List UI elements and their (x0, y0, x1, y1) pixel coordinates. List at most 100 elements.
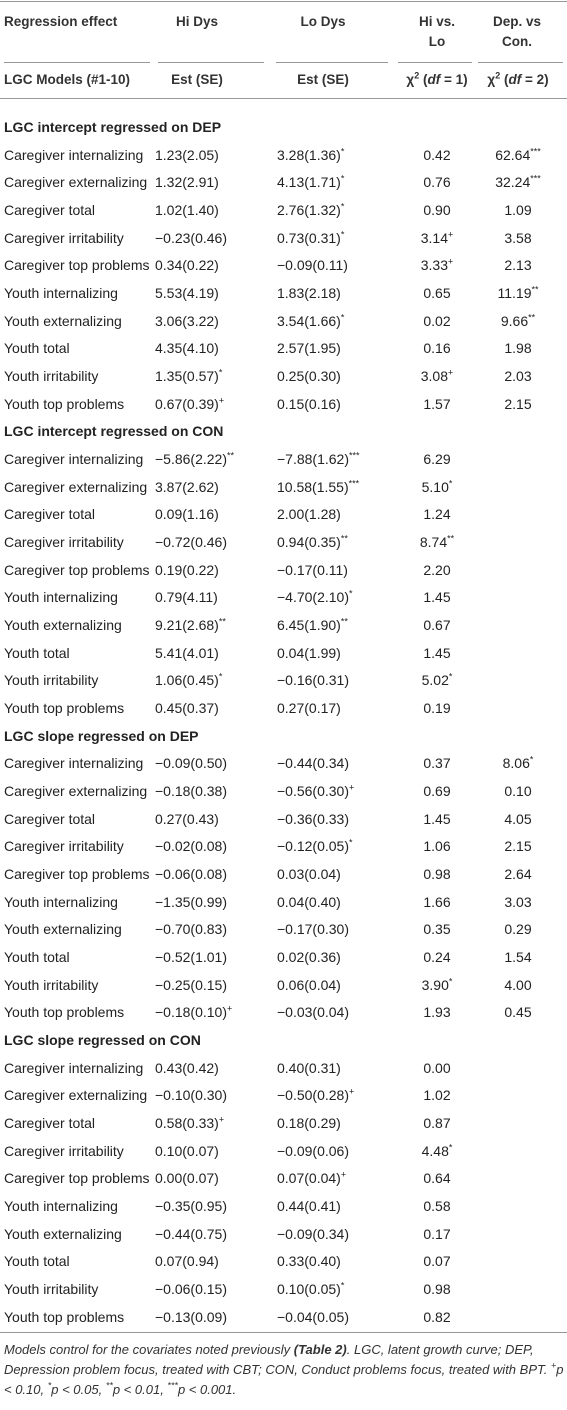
text-segment: −0.50(0.28) (277, 1087, 349, 1104)
row-label: Caregiver internalizing (4, 451, 144, 468)
superscript: 2 (495, 70, 501, 81)
column-subheader: LGC Models (#1-10) (4, 72, 131, 87)
superscript: * (218, 367, 223, 378)
cell-value: −0.18(0.38) (155, 783, 227, 800)
cell-value: 0.04(1.99) (277, 644, 341, 661)
superscript: + (349, 1086, 355, 1097)
cell-value: 3.08+ (404, 367, 470, 385)
cell-value: 1.32(2.91) (155, 174, 219, 191)
superscript: * (349, 588, 353, 599)
text-segment: 10.58(1.55) (277, 478, 349, 495)
column-subheader: χ2 (df = 2) (460, 70, 567, 90)
cell-value: −0.03(0.04) (277, 1004, 349, 1021)
superscript: ** (105, 1380, 113, 1391)
cell-value: 1.06(0.45)* (155, 671, 273, 689)
cell-value: 0.29 (504, 921, 532, 938)
text-segment: 4.13(1.71) (277, 174, 341, 191)
superscript: + (218, 1114, 225, 1125)
cell-value: −1.35(0.99) (155, 893, 227, 910)
cell-value: 3.90* (404, 976, 470, 994)
cell-value: 0.98 (423, 866, 451, 883)
cell-value: 0.15(0.16) (277, 395, 341, 412)
cell-value: 0.02 (423, 312, 451, 329)
text-segment: 1.35(0.57) (155, 368, 219, 385)
column-header: Hi Dys (175, 14, 219, 29)
superscript: * (218, 671, 223, 682)
row-label: Caregiver irritability (4, 1142, 124, 1159)
column-header: Regression effect (4, 14, 118, 29)
cell-value: −0.09(0.06) (277, 1142, 349, 1159)
cell-value: 1.06 (423, 838, 451, 855)
row-label: Caregiver irritability (4, 534, 124, 551)
text-segment: df (427, 72, 441, 87)
superscript: * (47, 1380, 52, 1391)
cell-value: 0.09(1.16) (155, 506, 219, 523)
cell-value: 2.13 (504, 257, 532, 274)
superscript: + (349, 782, 355, 793)
cell-value: 0.25(0.30) (277, 368, 341, 385)
cell-value: 0.67 (423, 617, 451, 634)
cell-value: 6.45(1.90)** (277, 616, 395, 634)
text-segment: 6.45(1.90) (277, 617, 341, 634)
row-label: Caregiver total (4, 810, 96, 827)
superscript: *** (530, 146, 541, 156)
text-segment: χ (406, 72, 415, 87)
row-label: Caregiver externalizing (4, 478, 148, 495)
text-segment: 4.48 (421, 1142, 449, 1159)
cell-value: 11.19** (474, 284, 562, 302)
cell-value: 0.07(0.04)+ (277, 1169, 395, 1187)
cell-value: −0.12(0.05)* (277, 837, 395, 855)
superscript: + (227, 1003, 233, 1014)
cell-value: 3.58 (504, 229, 532, 246)
cell-value: 3.06(3.22) (155, 312, 219, 329)
cell-value: 0.82 (423, 1308, 451, 1325)
cell-value: 0.07(0.94) (155, 1253, 219, 1270)
text-segment: = 2) (521, 72, 549, 87)
text-segment: 3.08 (420, 368, 448, 385)
text-segment: ( (500, 72, 509, 87)
text-segment: −5.86(2.22) (155, 451, 227, 468)
superscript: * (340, 173, 345, 184)
cell-value: −0.52(1.01) (155, 949, 227, 966)
cell-value: 0.45 (504, 1004, 532, 1021)
text-segment: 11.19 (497, 285, 532, 302)
cell-value: 0.58(0.33)+ (155, 1114, 273, 1132)
row-label: Youth top problems (4, 395, 125, 412)
cell-value: 62.64*** (474, 146, 562, 164)
cell-value: 1.09 (504, 202, 532, 218)
row-label: Youth internalizing (4, 893, 118, 910)
cell-value: −0.56(0.30)+ (277, 782, 395, 800)
cell-value: 0.06(0.04) (277, 976, 341, 993)
column-subheader: Est (SE) (171, 72, 223, 87)
cell-value: 0.04(0.40) (277, 893, 341, 910)
superscript: * (340, 146, 345, 156)
cell-value: −0.44(0.75) (155, 1225, 227, 1242)
cell-value: 3.28(1.36)* (277, 146, 395, 164)
cell-value: 1.45 (423, 589, 451, 606)
text-segment: 3.90 (421, 976, 449, 993)
row-label: Youth irritability (4, 1281, 99, 1298)
superscript: *** (349, 450, 360, 461)
superscript: *** (167, 1380, 178, 1391)
superscript: * (448, 478, 453, 489)
cell-value: 4.35(4.10) (155, 340, 219, 357)
text-segment: −4.70(2.10) (277, 589, 349, 606)
row-label: Youth externalizing (4, 1225, 122, 1242)
cell-value: 0.67(0.39)+ (155, 395, 273, 413)
text-segment: 3.28(1.36) (277, 146, 341, 163)
text-segment: 8.06 (502, 755, 530, 772)
text-segment: −0.56(0.30) (277, 783, 349, 800)
cell-value: 0.33(0.40) (277, 1253, 341, 1270)
cell-value: 2.57(1.95) (277, 340, 341, 357)
cell-value: 10.58(1.55)*** (277, 478, 395, 496)
row-label: Youth total (4, 644, 70, 661)
cell-value: −0.09(0.11) (277, 257, 348, 274)
rule (0, 1, 567, 2)
superscript: * (340, 312, 345, 323)
cell-value: −0.17(0.11) (277, 561, 348, 578)
text-segment: 0.10(0.05) (277, 1281, 341, 1298)
row-label: Youth internalizing (4, 1198, 118, 1215)
cell-value: 0.87 (423, 1115, 451, 1132)
cell-value: 1.93 (423, 1004, 451, 1021)
